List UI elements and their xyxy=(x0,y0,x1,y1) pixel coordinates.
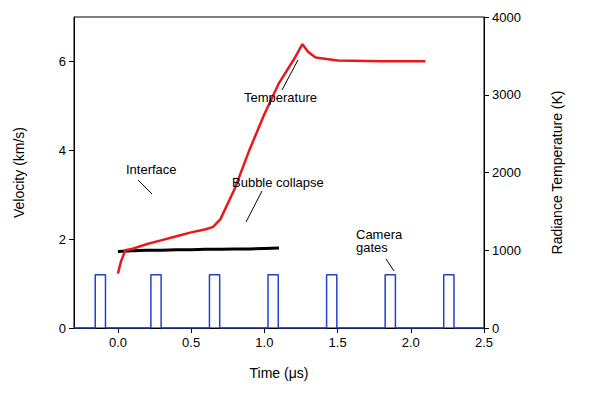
svg-text:0.5: 0.5 xyxy=(182,335,200,350)
svg-text:0: 0 xyxy=(492,321,499,336)
svg-text:Camera: Camera xyxy=(356,227,403,242)
svg-text:2.5: 2.5 xyxy=(475,335,493,350)
svg-text:Radiance Temperature (K): Radiance Temperature (K) xyxy=(549,91,565,255)
svg-text:4000: 4000 xyxy=(492,10,521,25)
svg-text:2.0: 2.0 xyxy=(402,335,420,350)
svg-text:0: 0 xyxy=(59,321,66,336)
svg-text:Time (μs): Time (μs) xyxy=(250,365,309,381)
svg-text:0.0: 0.0 xyxy=(109,335,127,350)
svg-text:Temperature: Temperature xyxy=(244,90,317,105)
svg-text:Bubble collapse: Bubble collapse xyxy=(232,175,324,190)
svg-text:Velocity (km/s): Velocity (km/s) xyxy=(11,127,27,218)
svg-text:2000: 2000 xyxy=(492,165,521,180)
svg-text:gates: gates xyxy=(356,240,388,255)
svg-text:1.0: 1.0 xyxy=(255,335,273,350)
svg-text:3000: 3000 xyxy=(492,87,521,102)
svg-text:6: 6 xyxy=(59,54,66,69)
svg-text:4: 4 xyxy=(59,143,66,158)
svg-text:1000: 1000 xyxy=(492,243,521,258)
svg-text:2: 2 xyxy=(59,232,66,247)
svg-text:1.5: 1.5 xyxy=(329,335,347,350)
svg-text:Interface: Interface xyxy=(126,162,177,177)
